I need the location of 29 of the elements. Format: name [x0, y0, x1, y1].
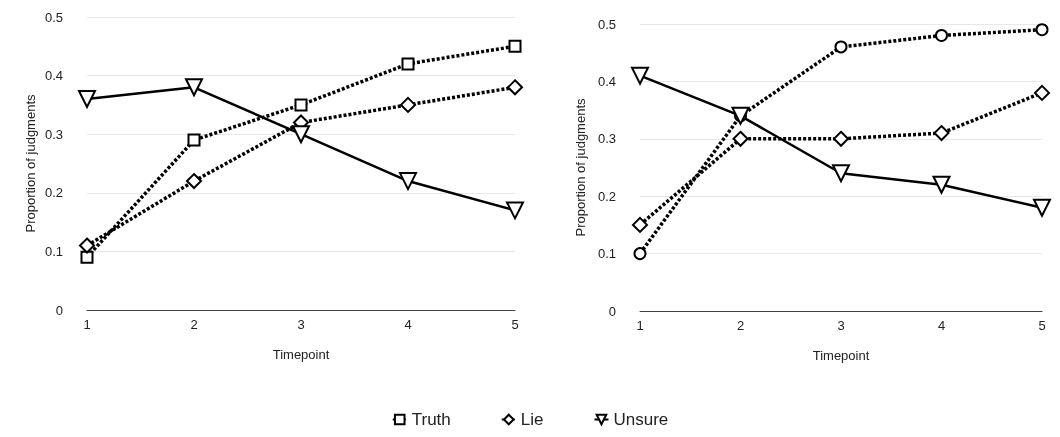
- x-tick-label: 3: [297, 317, 305, 332]
- x-tick-label: 5: [511, 317, 519, 332]
- x-tick-label: 2: [190, 317, 198, 332]
- y-axis-title: Proportion of judgments: [573, 97, 589, 237]
- x-tick-label: 4: [404, 317, 412, 332]
- x-axis-title: Timepoint: [812, 348, 870, 363]
- y-tick-label: 0.5: [597, 16, 616, 32]
- y-tick-label: 0.3: [44, 126, 63, 142]
- y-tick-label: 0.4: [597, 73, 616, 89]
- x-tick-label: 2: [736, 318, 745, 333]
- y-tick-label: 0.2: [597, 188, 616, 204]
- x-tick-label: 1: [636, 318, 644, 333]
- y-tick-label: 0.2: [44, 185, 63, 201]
- y-tick-label: 0.1: [44, 243, 63, 259]
- legend-label: Unsure: [613, 410, 669, 429]
- x-tick-label: 3: [837, 318, 845, 333]
- y-tick-label: 0.5: [44, 9, 63, 25]
- y-axis-title: Proportion of judgments: [23, 93, 38, 233]
- y-tick-label: 0: [608, 303, 616, 319]
- y-tick-label: 0.3: [597, 131, 616, 147]
- y-tick-label: 0: [55, 302, 63, 318]
- x-axis-title: Timepoint: [272, 347, 330, 362]
- legend-label: Truth: [411, 410, 451, 429]
- x-tick-label: 4: [937, 318, 946, 333]
- y-tick-label: 0.1: [597, 246, 616, 262]
- x-tick-label: 5: [1038, 318, 1046, 333]
- x-tick-label: 1: [83, 317, 91, 332]
- y-tick-label: 0.4: [44, 68, 63, 84]
- legend-label: Lie: [520, 410, 544, 429]
